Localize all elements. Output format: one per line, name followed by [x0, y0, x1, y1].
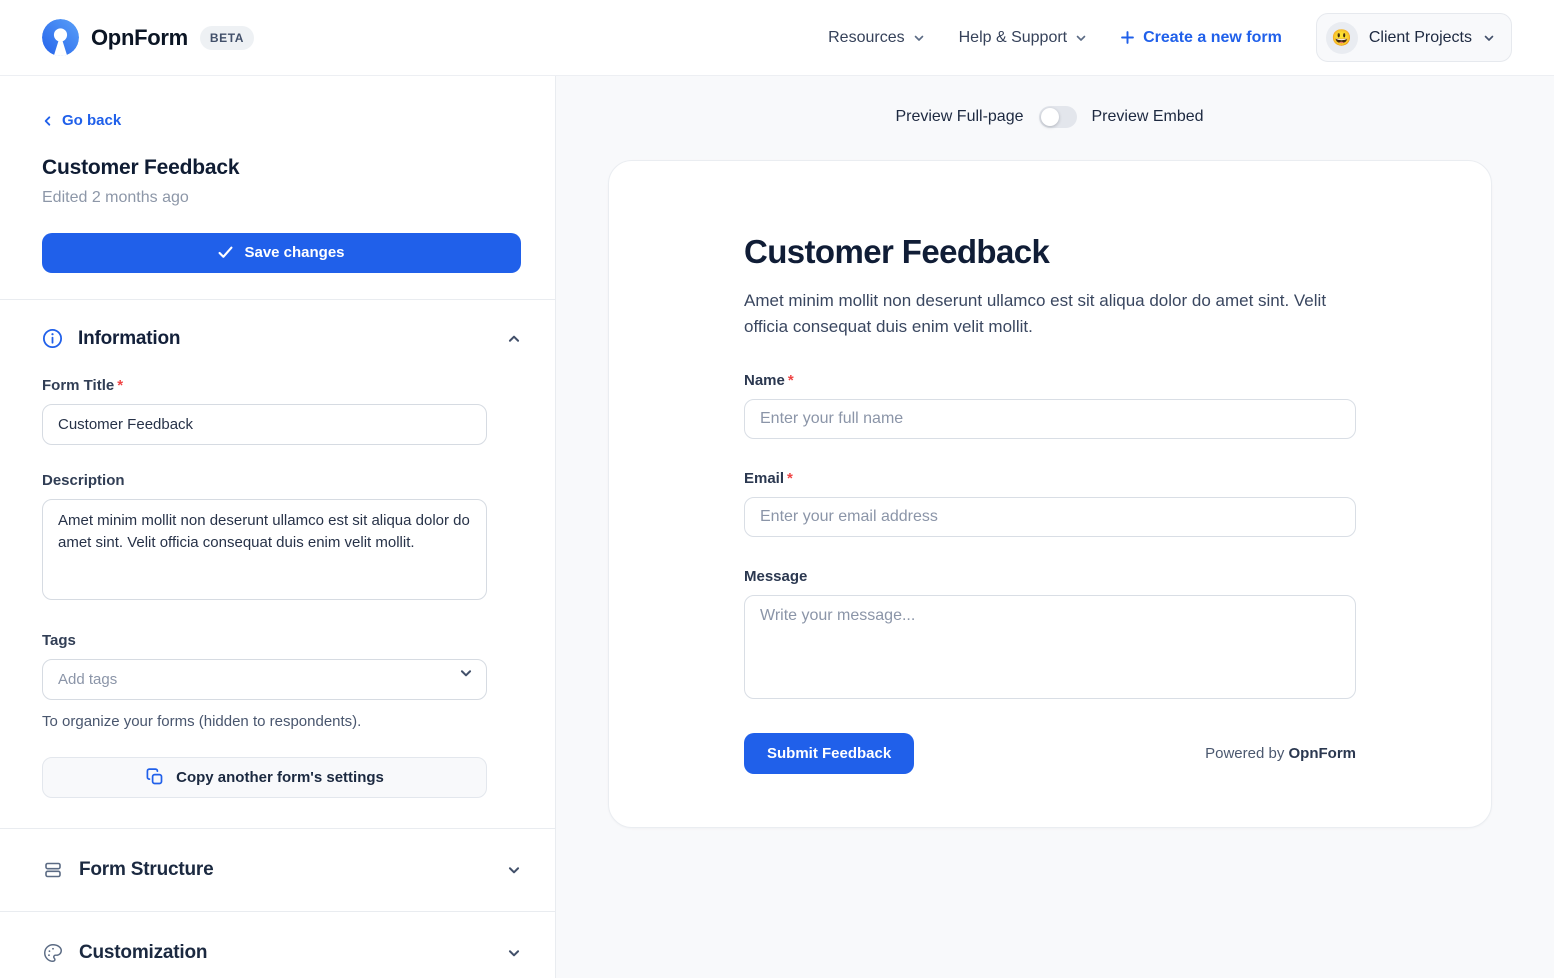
tags-input[interactable]: [42, 658, 487, 700]
form-settings-sidebar: Go back Customer Feedback Edited 2 month…: [0, 76, 556, 978]
powered-by: Powered by OpnForm: [1205, 745, 1356, 762]
tags-label: Tags: [42, 631, 76, 649]
chevron-down-icon: [507, 863, 521, 877]
form-preview-card: Customer Feedback Amet minim mollit non …: [608, 160, 1492, 828]
preview-panel: Preview Full-page Preview Embed Customer…: [556, 76, 1554, 978]
customization-section-title: Customization: [79, 941, 208, 963]
required-asterisk: *: [117, 376, 124, 394]
copy-icon: [145, 767, 165, 787]
page-content: Go back Customer Feedback Edited 2 month…: [0, 76, 1554, 978]
nav-resources-label: Resources: [828, 28, 905, 46]
plus-icon: [1121, 31, 1135, 44]
preview-name-input[interactable]: [744, 398, 1356, 439]
information-section-title: Information: [78, 327, 181, 349]
preview-fullpage-label: Preview Full-page: [895, 108, 1024, 125]
save-changes-label: Save changes: [244, 244, 345, 261]
rows-layout-icon: [42, 859, 64, 881]
preview-email-input[interactable]: [744, 496, 1356, 537]
brand-group: OpnForm BETA: [42, 19, 255, 56]
preview-name-label-text: Name: [744, 371, 785, 389]
top-nav: Resources Help & Support Create a new fo…: [828, 13, 1512, 62]
chevron-down-icon: [1483, 32, 1495, 44]
preview-form-title: Customer Feedback: [744, 233, 1050, 270]
opnform-logo-icon: [42, 19, 79, 56]
description-label: Description: [42, 471, 125, 489]
divider: [0, 298, 555, 300]
chevron-left-icon: [42, 115, 53, 127]
chevron-up-icon: [507, 332, 521, 346]
copy-form-settings-button[interactable]: Copy another form's settings: [42, 756, 487, 798]
chevron-down-icon: [1075, 32, 1087, 44]
description-textarea[interactable]: Amet minim mollit non deserunt ullamco e…: [42, 498, 487, 600]
preview-email-label: Email *: [744, 470, 1356, 487]
nav-help-support[interactable]: Help & Support: [959, 29, 1088, 47]
preview-mode-toggle-row: Preview Full-page Preview Embed: [608, 106, 1491, 128]
description-field: Description Amet minim mollit non deseru…: [42, 472, 487, 605]
information-section: Information Form Title* Description: [0, 300, 555, 828]
form-structure-section-title: Form Structure: [79, 858, 214, 880]
chevron-down-icon: [507, 946, 521, 960]
preview-name-field: Name *: [744, 372, 1356, 439]
workspace-switcher[interactable]: 😃 Client Projects: [1315, 13, 1512, 62]
form-structure-section-header[interactable]: Form Structure: [0, 829, 555, 911]
preview-email-label-text: Email: [744, 469, 785, 487]
check-icon: [218, 246, 233, 259]
required-asterisk: *: [787, 371, 794, 389]
go-back-label: Go back: [62, 112, 122, 129]
preview-message-label-text: Message: [744, 567, 808, 585]
nav-resources[interactable]: Resources: [828, 29, 924, 47]
preview-message-textarea[interactable]: [744, 594, 1356, 699]
tags-help-text: To organize your forms (hidden to respon…: [42, 712, 362, 730]
save-changes-button[interactable]: Save changes: [42, 232, 521, 273]
create-new-form-button[interactable]: Create a new form: [1121, 29, 1282, 47]
workspace-emoji: 😃: [1331, 29, 1352, 47]
information-section-body: Form Title* Description Amet minim molli…: [42, 377, 521, 798]
beta-badge: BETA: [199, 25, 255, 50]
toggle-knob: [1040, 108, 1059, 126]
divider: [0, 827, 555, 829]
form-title-input[interactable]: [42, 403, 487, 445]
customization-section-header[interactable]: Customization: [0, 912, 555, 978]
brand-name: OpnForm: [91, 24, 188, 50]
copy-form-settings-label: Copy another form's settings: [176, 768, 384, 786]
edited-timestamp: Edited 2 months ago: [42, 188, 189, 206]
powered-by-text: Powered by: [1205, 744, 1285, 762]
preview-form-description: Amet minim mollit non deserunt ullamco e…: [744, 291, 1327, 337]
sidebar-header: Go back Customer Feedback Edited 2 month…: [0, 76, 555, 299]
workspace-avatar: 😃: [1325, 21, 1358, 54]
workspace-name: Client Projects: [1368, 28, 1472, 46]
create-new-form-label: Create a new form: [1143, 28, 1282, 46]
powered-by-brand: OpnForm: [1288, 744, 1357, 762]
submit-feedback-button[interactable]: Submit Feedback: [744, 732, 915, 774]
preview-message-label: Message: [744, 568, 1356, 585]
information-section-header[interactable]: Information: [42, 328, 521, 350]
tags-field: Tags To organize your forms (hidden to r…: [42, 632, 487, 730]
form-title-label: Form Title *: [42, 377, 487, 394]
form-name-title: Customer Feedback: [42, 155, 240, 179]
required-asterisk: *: [787, 469, 793, 487]
top-bar: OpnForm BETA Resources Help & Support: [0, 0, 1554, 76]
form-title-field: Form Title *: [42, 377, 487, 445]
preview-message-field: Message: [744, 568, 1356, 704]
go-back-link[interactable]: Go back: [42, 112, 121, 129]
preview-name-label: Name *: [744, 372, 1356, 389]
info-circle-icon: [42, 328, 63, 349]
preview-email-field: Email *: [744, 470, 1356, 537]
tags-input-wrap: [42, 649, 487, 700]
chevron-down-icon[interactable]: [459, 666, 473, 680]
preview-mode-toggle[interactable]: [1038, 106, 1077, 128]
form-title-label-text: Form Title: [42, 376, 115, 394]
nav-help-label: Help & Support: [958, 28, 1068, 46]
palette-icon: [42, 942, 64, 964]
divider: [0, 910, 555, 912]
preview-embed-label: Preview Embed: [1091, 108, 1204, 125]
preview-submit-row: Submit Feedback Powered by OpnForm: [744, 732, 1356, 774]
chevron-down-icon: [913, 32, 925, 44]
